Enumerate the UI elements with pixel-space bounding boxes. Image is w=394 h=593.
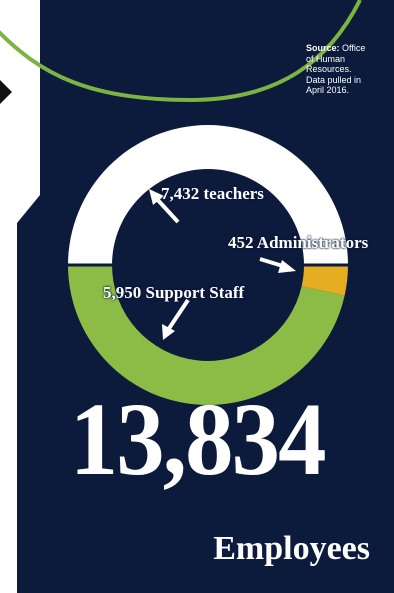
- source-label: Source:: [306, 43, 340, 53]
- arrowhead-support-staff: [162, 324, 175, 340]
- background-panel: [17, 0, 394, 593]
- total-employees-unit: Employees: [213, 530, 370, 567]
- label-teachers: 7,432 teachers: [161, 184, 264, 203]
- label-administrators: 452 Administrators: [228, 233, 369, 252]
- donut-slice-administrators: [301, 265, 348, 296]
- source-note: Source: Office of Human Resources. Data …: [306, 43, 372, 96]
- donut-slice-teachers: [68, 125, 348, 265]
- arrow-support-staff: [166, 298, 190, 332]
- arrowhead-administrators: [278, 260, 296, 273]
- arrow-teachers: [154, 196, 180, 224]
- donut-divider: [66, 263, 350, 267]
- source-text: Office of Human Resources. Data pulled i…: [306, 43, 366, 95]
- decor-swoosh: [0, 0, 362, 103]
- label-arrows: [149, 189, 296, 340]
- label-support-staff: 5,950 Support Staff: [103, 283, 245, 302]
- total-employees-value: 13,834: [69, 382, 327, 497]
- arrowhead-teachers: [149, 189, 164, 205]
- decor-marker: [0, 80, 12, 104]
- donut-slice-support-staff: [68, 265, 345, 406]
- donut-chart: [66, 125, 350, 406]
